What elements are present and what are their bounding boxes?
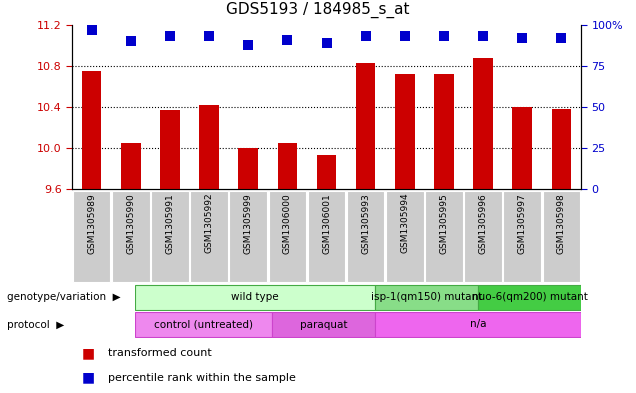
Bar: [551, 109, 571, 189]
Point: [399, 33, 410, 40]
Text: genotype/variation  ▶: genotype/variation ▶: [7, 292, 120, 303]
Bar: [317, 155, 336, 189]
Bar: [199, 105, 219, 189]
Text: GSM1305998: GSM1305998: [557, 193, 566, 253]
Text: GSM1305996: GSM1305996: [479, 193, 488, 253]
Point: [165, 33, 175, 40]
Text: GSM1305990: GSM1305990: [126, 193, 135, 253]
Text: GSM1305997: GSM1305997: [518, 193, 527, 253]
Bar: [151, 191, 189, 282]
Text: isp-1(qm150) mutant: isp-1(qm150) mutant: [371, 292, 482, 303]
Point: [439, 33, 449, 40]
Bar: [464, 191, 502, 282]
Bar: [268, 191, 306, 282]
Text: paraquat: paraquat: [300, 320, 347, 329]
Point: [478, 33, 488, 40]
Bar: [230, 191, 267, 282]
Bar: [473, 58, 493, 189]
Bar: [375, 285, 478, 310]
Text: GSM1305991: GSM1305991: [165, 193, 174, 253]
Point: [86, 27, 97, 33]
Bar: [135, 285, 375, 310]
Point: [282, 37, 293, 43]
Bar: [543, 191, 580, 282]
Point: [556, 35, 567, 41]
Bar: [347, 191, 384, 282]
Point: [243, 42, 253, 48]
Text: nuo-6(qm200) mutant: nuo-6(qm200) mutant: [472, 292, 588, 303]
Bar: [425, 191, 463, 282]
Text: ■: ■: [82, 371, 95, 385]
Bar: [135, 312, 272, 338]
Bar: [277, 143, 297, 189]
Text: GSM1305995: GSM1305995: [439, 193, 448, 253]
Text: n/a: n/a: [470, 320, 487, 329]
Bar: [434, 74, 453, 189]
Bar: [160, 110, 180, 189]
Bar: [190, 191, 228, 282]
Bar: [375, 312, 581, 338]
Text: control (untreated): control (untreated): [154, 320, 253, 329]
Bar: [395, 74, 415, 189]
Text: GSM1305994: GSM1305994: [400, 193, 410, 253]
Text: transformed count: transformed count: [107, 349, 211, 358]
Text: GSM1305992: GSM1305992: [205, 193, 214, 253]
Text: GSM1305993: GSM1305993: [361, 193, 370, 253]
Text: GSM1306001: GSM1306001: [322, 193, 331, 253]
Bar: [504, 191, 541, 282]
Bar: [478, 285, 581, 310]
Text: GSM1306000: GSM1306000: [283, 193, 292, 253]
Text: percentile rank within the sample: percentile rank within the sample: [107, 373, 296, 383]
Point: [321, 40, 331, 46]
Text: GSM1305999: GSM1305999: [244, 193, 252, 253]
Text: wild type: wild type: [232, 292, 279, 303]
Text: GDS5193 / 184985_s_at: GDS5193 / 184985_s_at: [226, 2, 410, 18]
Bar: [238, 148, 258, 189]
Bar: [73, 191, 111, 282]
Point: [361, 33, 371, 40]
Bar: [386, 191, 424, 282]
Bar: [308, 191, 345, 282]
Text: ■: ■: [82, 346, 95, 360]
Bar: [121, 143, 141, 189]
Point: [204, 33, 214, 40]
Text: GSM1305989: GSM1305989: [87, 193, 96, 253]
Text: protocol  ▶: protocol ▶: [7, 320, 64, 329]
Point: [126, 38, 136, 44]
Bar: [82, 71, 101, 189]
Bar: [112, 191, 149, 282]
Bar: [513, 107, 532, 189]
Bar: [356, 63, 375, 189]
Bar: [272, 312, 375, 338]
Point: [517, 35, 527, 41]
